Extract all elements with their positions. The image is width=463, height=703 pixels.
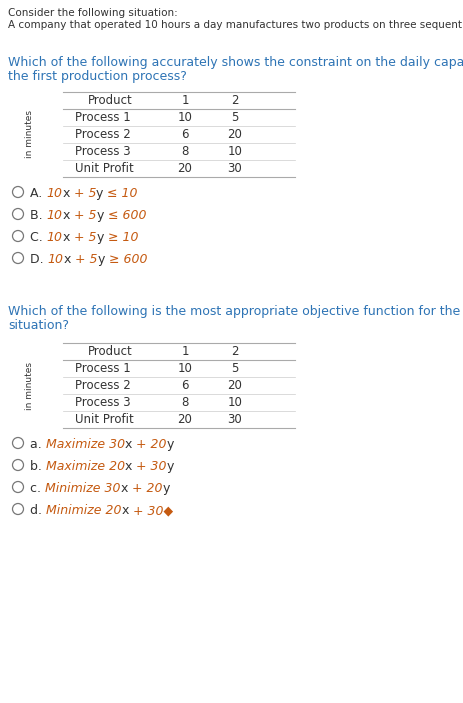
Text: 8: 8: [181, 396, 188, 409]
Text: Maximize 30: Maximize 30: [46, 438, 125, 451]
Text: x: x: [120, 482, 128, 495]
Text: + 20: + 20: [128, 482, 162, 495]
Text: y: y: [166, 438, 174, 451]
Text: 1: 1: [181, 345, 188, 358]
Text: ≥ 10: ≥ 10: [104, 231, 138, 244]
Text: 10: 10: [227, 396, 242, 409]
Text: y: y: [97, 253, 105, 266]
Text: 10: 10: [177, 111, 192, 124]
Text: x: x: [121, 504, 129, 517]
Text: Consider the following situation:: Consider the following situation:: [8, 8, 177, 18]
Text: Process 3: Process 3: [75, 396, 131, 409]
Text: 20: 20: [227, 379, 242, 392]
Text: x: x: [63, 253, 71, 266]
Text: 8: 8: [181, 145, 188, 158]
Text: A company that operated 10 hours a day manufactures two products on three sequen: A company that operated 10 hours a day m…: [8, 20, 463, 30]
Text: Minimize 30: Minimize 30: [45, 482, 120, 495]
Text: 10: 10: [46, 187, 62, 200]
Text: Unit Profit: Unit Profit: [75, 413, 133, 426]
Text: y: y: [96, 231, 104, 244]
Text: 6: 6: [181, 128, 188, 141]
Text: 10: 10: [47, 231, 63, 244]
Text: 20: 20: [227, 128, 242, 141]
Text: + 30: + 30: [132, 460, 167, 473]
Text: 10: 10: [177, 362, 192, 375]
Text: 5: 5: [231, 362, 238, 375]
Text: 6: 6: [181, 379, 188, 392]
Text: Process 2: Process 2: [75, 379, 131, 392]
Text: y: y: [96, 209, 104, 222]
Text: situation?: situation?: [8, 319, 69, 332]
Text: b.: b.: [30, 460, 46, 473]
Text: 10: 10: [46, 209, 63, 222]
Text: a.: a.: [30, 438, 46, 451]
Text: Process 1: Process 1: [75, 111, 131, 124]
Text: y: y: [162, 482, 169, 495]
Text: 20: 20: [177, 413, 192, 426]
Text: Product: Product: [88, 345, 132, 358]
Text: x: x: [125, 438, 132, 451]
Text: Product: Product: [88, 94, 132, 107]
Text: Process 1: Process 1: [75, 362, 131, 375]
Text: + 5: + 5: [69, 187, 96, 200]
Text: in minutes: in minutes: [25, 361, 34, 410]
Text: + 5: + 5: [70, 231, 96, 244]
Text: Minimize 20: Minimize 20: [46, 504, 121, 517]
Text: d.: d.: [30, 504, 46, 517]
Text: 1: 1: [181, 94, 188, 107]
Text: c.: c.: [30, 482, 45, 495]
Text: D.: D.: [30, 253, 48, 266]
Text: + 5: + 5: [71, 253, 97, 266]
Text: y: y: [167, 460, 174, 473]
Text: 10: 10: [227, 145, 242, 158]
Text: Maximize 20: Maximize 20: [46, 460, 125, 473]
Text: y: y: [96, 187, 103, 200]
Text: + 5: + 5: [70, 209, 96, 222]
Text: + 30◆: + 30◆: [129, 504, 173, 517]
Text: 20: 20: [177, 162, 192, 175]
Text: 5: 5: [231, 111, 238, 124]
Text: 30: 30: [227, 413, 242, 426]
Text: x: x: [63, 231, 70, 244]
Text: x: x: [63, 209, 70, 222]
Text: Which of the following accurately shows the constraint on the daily capacity for: Which of the following accurately shows …: [8, 56, 463, 69]
Text: x: x: [125, 460, 132, 473]
Text: x: x: [62, 187, 69, 200]
Text: + 20: + 20: [132, 438, 166, 451]
Text: the first production process?: the first production process?: [8, 70, 187, 83]
Text: A.: A.: [30, 187, 46, 200]
Text: B.: B.: [30, 209, 46, 222]
Text: 10: 10: [48, 253, 63, 266]
Text: ≤ 600: ≤ 600: [104, 209, 146, 222]
Text: Process 3: Process 3: [75, 145, 131, 158]
Text: ≤ 10: ≤ 10: [103, 187, 138, 200]
Text: 2: 2: [231, 345, 238, 358]
Text: C.: C.: [30, 231, 47, 244]
Text: 30: 30: [227, 162, 242, 175]
Text: 2: 2: [231, 94, 238, 107]
Text: Which of the following is the most appropriate objective function for the given: Which of the following is the most appro…: [8, 305, 463, 318]
Text: in minutes: in minutes: [25, 110, 34, 158]
Text: Process 2: Process 2: [75, 128, 131, 141]
Text: ≥ 600: ≥ 600: [105, 253, 147, 266]
Text: Unit Profit: Unit Profit: [75, 162, 133, 175]
